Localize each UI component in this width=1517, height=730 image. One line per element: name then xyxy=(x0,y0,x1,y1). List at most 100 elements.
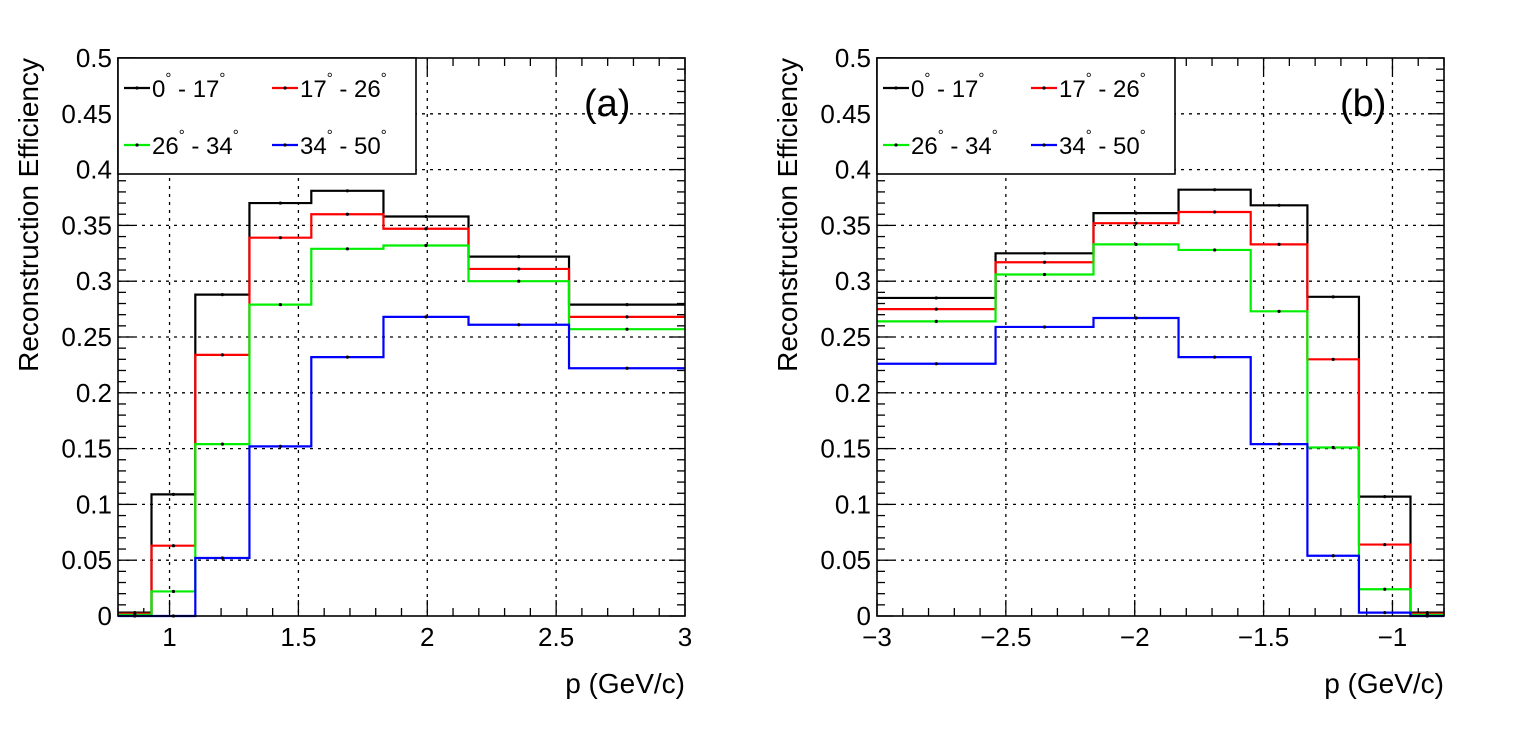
degree-icon: ° xyxy=(1140,127,1146,144)
data-point xyxy=(625,303,629,307)
legend-range-high: 17 xyxy=(193,76,220,103)
legend-label: 0° - 17° xyxy=(152,70,225,103)
legend-label: 26° - 34° xyxy=(152,127,239,160)
series-line-0 xyxy=(118,189,685,614)
panel-b: 0 0.05 0.1 0.15 0.2 0.25 0.3 0.35 0.4 0.45 0.5 −3 −2… xyxy=(772,43,1445,699)
y-tick-label: 0.4 xyxy=(835,155,871,185)
data-point xyxy=(220,353,224,357)
legend-range-low: 17 xyxy=(300,76,327,103)
legend-marker xyxy=(894,143,898,147)
grid-a xyxy=(118,58,685,616)
y-tick-label: 0.05 xyxy=(820,545,871,575)
legend-item-3: 34° - 50° xyxy=(272,127,387,160)
legend-a: 0° - 17° 17° - 26°26° - 34° 34° - 50° xyxy=(117,57,417,175)
legend-marker xyxy=(135,86,139,90)
legend-label: 34° - 50° xyxy=(1059,127,1146,160)
y-tick-label: 0.15 xyxy=(61,434,112,464)
legend-marker xyxy=(1042,143,1046,147)
data-point xyxy=(1042,325,1047,329)
data-point xyxy=(345,355,349,359)
y-tick-label: 0.2 xyxy=(76,378,112,408)
degree-icon: ° xyxy=(992,127,998,144)
panel-a: 0 0.05 0.1 0.15 0.2 0.25 0.3 0.35 0.4 0.45 0.5 1 1.5… xyxy=(13,43,692,699)
data-point xyxy=(1134,242,1138,246)
legend-separator: - xyxy=(1092,133,1113,160)
grid-b xyxy=(877,58,1444,616)
y-tick-label: 0.25 xyxy=(61,322,112,352)
data-point xyxy=(934,319,938,323)
x-tick-label: 2.5 xyxy=(538,622,574,652)
data-point xyxy=(517,279,521,283)
data-point xyxy=(934,307,938,311)
data-point xyxy=(424,315,428,319)
y-tick-label: 0.5 xyxy=(76,43,112,73)
x-axis-title: p (GeV/c) xyxy=(565,668,685,699)
data-point xyxy=(171,492,176,496)
legend-range-high: 26 xyxy=(1113,76,1140,103)
data-point xyxy=(1042,260,1047,264)
series-line-1 xyxy=(118,213,685,615)
legend-marker xyxy=(1042,86,1046,90)
data-point xyxy=(1383,587,1387,591)
data-point xyxy=(424,227,428,231)
data-point xyxy=(1042,251,1047,255)
y-tick-label: 0.1 xyxy=(76,489,112,519)
y-tick-label: 0.3 xyxy=(76,266,112,296)
legend-range-high: 50 xyxy=(354,133,381,160)
legend-label: 34° - 50° xyxy=(300,127,387,160)
degree-icon: ° xyxy=(233,127,239,144)
data-point xyxy=(345,189,349,193)
legend-range-high: 34 xyxy=(206,133,233,160)
data-point xyxy=(934,362,938,366)
legend-range-high: 26 xyxy=(354,76,381,103)
degree-icon: ° xyxy=(219,70,225,87)
data-point xyxy=(278,444,282,448)
legend-marker xyxy=(894,86,898,90)
x-axis-title: p (GeV/c) xyxy=(1324,668,1444,699)
panel-label: (a) xyxy=(584,83,630,125)
data-point xyxy=(1383,494,1387,499)
data-point xyxy=(625,315,629,319)
legend-separator: - xyxy=(171,76,192,103)
data-point xyxy=(220,556,224,560)
y-tick-label: 0.3 xyxy=(835,266,871,296)
data-point xyxy=(1213,355,1217,359)
legend-range-low: 0 xyxy=(152,76,165,103)
legend-marker xyxy=(283,86,287,90)
data-point xyxy=(934,296,938,300)
x-tick-label: −3 xyxy=(862,622,892,652)
y-tick-label: 0.15 xyxy=(820,434,871,464)
legend-separator: - xyxy=(333,76,354,103)
degree-icon: ° xyxy=(978,70,984,87)
legend-label: 17° - 26° xyxy=(1059,70,1146,103)
data-point xyxy=(1134,221,1138,225)
legend-item-2: 26° - 34° xyxy=(124,127,239,160)
data-point xyxy=(1331,445,1335,450)
legend-b: 0° - 17° 17° - 26°26° - 34° 34° - 50° xyxy=(876,57,1176,175)
degree-icon: ° xyxy=(381,127,387,144)
data-point xyxy=(1277,309,1281,313)
y-tick-label: 0.4 xyxy=(76,155,112,185)
legend-separator: - xyxy=(930,76,951,103)
data-point xyxy=(278,303,282,307)
legend-item-1: 17° - 26° xyxy=(272,70,387,103)
data-point xyxy=(625,366,629,370)
legend-marker xyxy=(283,143,287,147)
legend-label: 26° - 34° xyxy=(911,127,998,160)
data-point xyxy=(1134,211,1138,215)
data-point xyxy=(1213,248,1217,252)
y-axis-title: Reconstruction Efficiency xyxy=(772,58,803,372)
data-point xyxy=(171,589,176,594)
data-point xyxy=(1134,316,1138,320)
legend-separator: - xyxy=(944,133,965,160)
data-point xyxy=(517,323,521,327)
data-point xyxy=(171,544,176,548)
degree-icon: ° xyxy=(327,70,333,87)
data-point xyxy=(1331,295,1335,299)
data-point xyxy=(517,267,521,271)
legend-box xyxy=(117,57,417,175)
degree-icon: ° xyxy=(924,70,930,87)
legend-item-0: 0° - 17° xyxy=(883,70,984,103)
data-point xyxy=(625,327,629,331)
legend-range-low: 26 xyxy=(911,133,938,160)
